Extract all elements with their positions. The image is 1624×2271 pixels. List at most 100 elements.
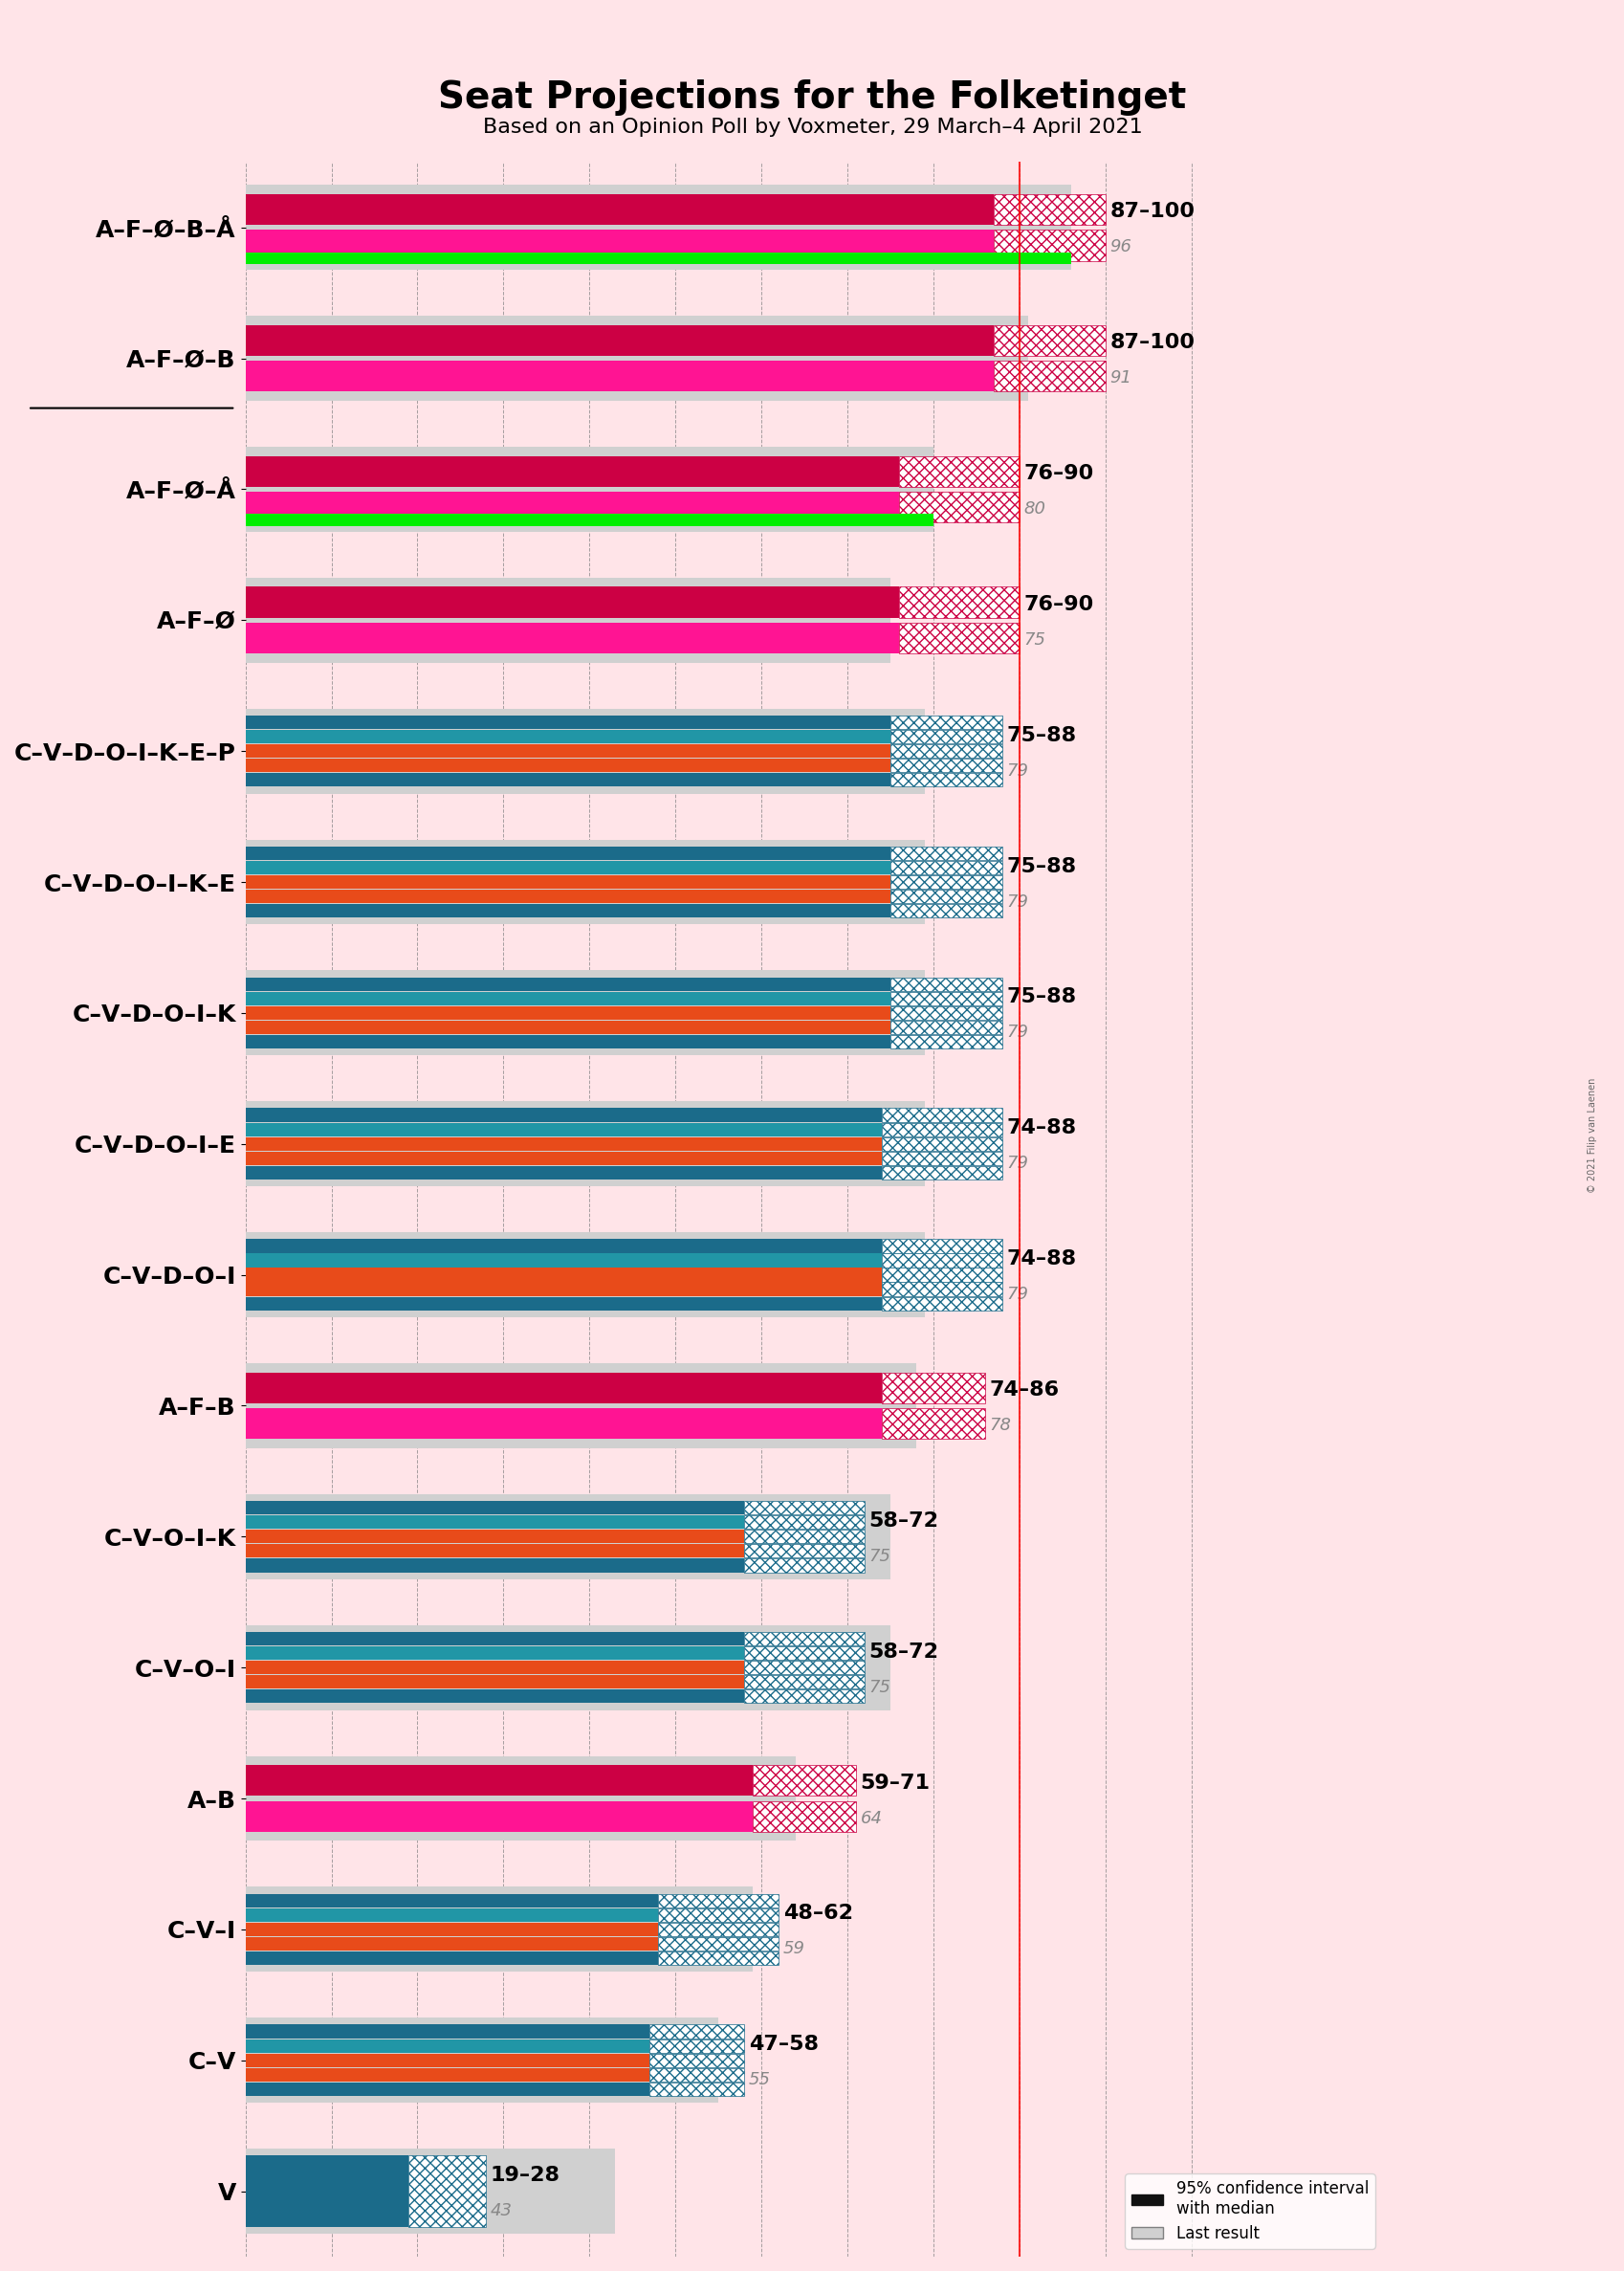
Bar	[245, 325, 994, 357]
Bar	[890, 992, 1002, 1006]
Bar	[245, 709, 924, 793]
Text: 87–100: 87–100	[1109, 334, 1194, 352]
Bar	[245, 1254, 882, 1267]
Bar	[882, 1122, 1002, 1136]
Text: 58–72: 58–72	[869, 1642, 939, 1662]
Bar	[245, 1165, 882, 1179]
Bar	[245, 992, 890, 1006]
Text: 76–90: 76–90	[1023, 463, 1093, 484]
Bar	[882, 1138, 1002, 1151]
Bar	[245, 1894, 658, 1908]
Bar	[245, 1240, 882, 1254]
Bar	[744, 1515, 864, 1528]
Bar	[245, 1501, 744, 1515]
Bar	[752, 1765, 856, 1796]
Text: 75–88: 75–88	[1007, 988, 1077, 1006]
Text: 87–100: 87–100	[1109, 202, 1194, 220]
Bar	[890, 715, 1002, 729]
Bar	[245, 1558, 744, 1572]
Bar	[658, 1924, 778, 1937]
Bar	[658, 1951, 778, 1964]
Text: 79: 79	[1007, 1285, 1028, 1304]
Bar	[245, 361, 994, 391]
Bar	[245, 447, 934, 531]
Text: 58–72: 58–72	[869, 1510, 939, 1531]
Bar	[744, 1676, 864, 1690]
Bar	[882, 1297, 1002, 1310]
Bar	[245, 2026, 650, 2039]
Text: 75–88: 75–88	[1007, 856, 1077, 877]
Bar	[898, 622, 1018, 654]
Bar	[245, 1515, 744, 1528]
Bar	[890, 861, 1002, 874]
Bar	[650, 2026, 744, 2039]
Bar	[245, 1801, 752, 1833]
Bar	[882, 1372, 984, 1403]
Bar	[245, 2053, 650, 2067]
Bar	[882, 1151, 1002, 1165]
Text: 79: 79	[1007, 763, 1028, 779]
Bar	[890, 759, 1002, 772]
Bar	[245, 1363, 916, 1449]
Text: 80: 80	[1023, 500, 1046, 518]
Bar	[898, 586, 1018, 618]
Bar	[245, 184, 1070, 270]
Bar	[882, 1165, 1002, 1179]
Bar	[882, 1108, 1002, 1122]
Bar	[650, 2053, 744, 2067]
Text: 91: 91	[1109, 370, 1132, 386]
Bar	[245, 1676, 744, 1690]
Bar	[898, 493, 1018, 522]
Bar	[245, 970, 924, 1056]
Bar	[752, 1801, 856, 1833]
Bar	[245, 577, 890, 663]
Bar	[245, 745, 890, 759]
Text: 59: 59	[783, 1939, 804, 1958]
Bar	[890, 977, 1002, 990]
Bar	[245, 1372, 882, 1403]
Bar	[658, 1908, 778, 1921]
Text: 74–86: 74–86	[989, 1381, 1059, 1399]
Bar	[744, 1558, 864, 1572]
Bar	[882, 1408, 984, 1440]
Text: 19–28: 19–28	[490, 2167, 560, 2185]
Bar	[245, 1690, 744, 1703]
Bar	[658, 1894, 778, 1908]
Bar	[994, 361, 1104, 391]
Bar	[890, 874, 1002, 888]
Text: 48–62: 48–62	[783, 1903, 853, 1924]
Text: 96: 96	[1109, 238, 1132, 257]
Bar	[245, 759, 890, 772]
Bar	[245, 1138, 882, 1151]
Bar	[245, 1020, 890, 1033]
Bar	[245, 1408, 882, 1440]
Text: © 2021 Filip van Laenen: © 2021 Filip van Laenen	[1587, 1079, 1596, 1192]
Bar	[994, 229, 1104, 261]
Bar	[245, 252, 1070, 263]
Bar	[890, 1020, 1002, 1033]
Bar	[245, 1544, 744, 1558]
Legend: 95% confidence interval
with median, Last result: 95% confidence interval with median, Las…	[1124, 2173, 1374, 2248]
Bar	[890, 745, 1002, 759]
Bar	[882, 1267, 1002, 1281]
Bar	[245, 586, 898, 618]
Bar	[245, 1297, 882, 1310]
Bar	[650, 2039, 744, 2053]
Bar	[245, 1646, 744, 1660]
Bar	[245, 193, 994, 225]
Bar	[245, 1122, 882, 1136]
Bar	[245, 1101, 924, 1185]
Bar	[245, 729, 890, 743]
Bar	[245, 1267, 882, 1281]
Bar	[882, 1240, 1002, 1254]
Bar	[245, 1765, 752, 1796]
Text: 79: 79	[1007, 1156, 1028, 1172]
Text: 74–88: 74–88	[1007, 1249, 1077, 1269]
Bar	[245, 316, 1028, 402]
Bar	[245, 2017, 718, 2103]
Bar	[245, 1233, 924, 1317]
Bar	[744, 1660, 864, 1674]
Text: 78: 78	[989, 1417, 1010, 1433]
Bar	[898, 456, 1018, 486]
Bar	[744, 1646, 864, 1660]
